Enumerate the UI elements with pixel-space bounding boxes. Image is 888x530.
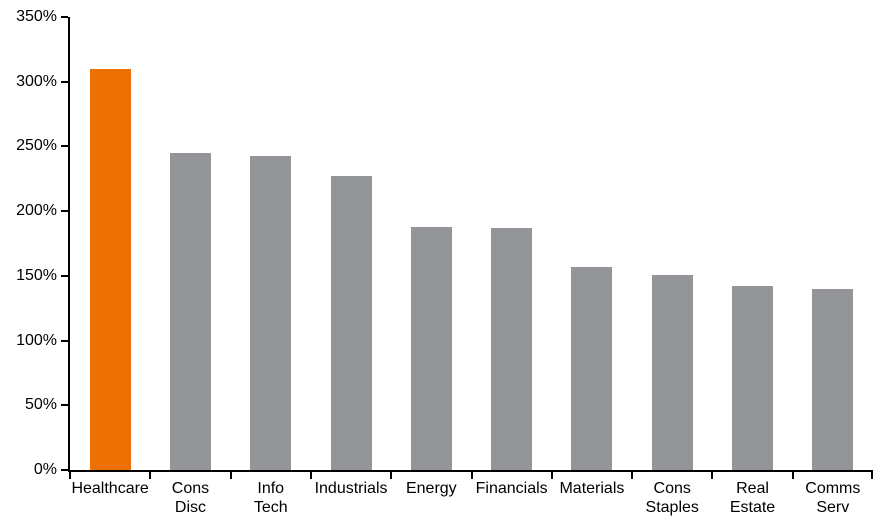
y-axis-label-350pct: 350% xyxy=(16,8,57,25)
x-tick-mark xyxy=(871,470,873,479)
bar-cons-disc xyxy=(169,152,211,470)
bar-materials xyxy=(571,266,613,470)
y-tick-mark xyxy=(61,339,68,342)
x-tick-mark xyxy=(711,470,714,479)
y-axis-label-200pct: 200% xyxy=(16,202,57,220)
y-tick-mark xyxy=(61,274,68,277)
bar-industrials xyxy=(330,176,372,470)
y-axis-label-150pct: 150% xyxy=(16,266,57,284)
plot-area: Healthcare Cons Disc Info Tech Industrials E… xyxy=(16,9,873,516)
bar-real-estate xyxy=(732,286,773,470)
bar-cell-cons-staples: Cons Staples xyxy=(632,17,712,516)
bar-comms-serv xyxy=(812,288,854,470)
x-axis-label-healthcare: Healthcare xyxy=(71,480,149,497)
bar-healthcare xyxy=(89,68,131,470)
bar-cell-materials: Materials xyxy=(552,17,632,497)
y-axis-label-50pct: 50% xyxy=(24,396,57,414)
bar-cell-healthcare: Healthcare xyxy=(70,17,150,497)
x-tick-mark xyxy=(390,470,393,479)
y-axis-label-300pct: 300% xyxy=(16,72,57,90)
x-tick-mark xyxy=(550,470,553,479)
y-tick-mark xyxy=(61,145,68,148)
bar-cons-staples xyxy=(651,274,693,470)
bar-cell-comms-serv: Comms Serv xyxy=(793,17,873,516)
bar-cell-energy: Energy xyxy=(391,17,471,497)
x-tick-mark xyxy=(149,470,152,479)
x-axis-label-materials: Materials xyxy=(559,480,625,497)
x-tick-mark xyxy=(309,470,312,479)
bar-cell-financials: Financials xyxy=(471,17,551,497)
x-axis-label-energy: Energy xyxy=(405,480,457,497)
y-axis-label-100pct: 100% xyxy=(16,331,57,349)
y-axis-label-0pct: 0% xyxy=(33,461,57,478)
x-axis-label-cons-staples: Cons Staples xyxy=(645,480,699,516)
bar-cell-real-estate: Real Estate xyxy=(712,17,792,516)
x-axis-label-info-tech: Info Tech xyxy=(253,480,288,516)
bar-cell-info-tech: Info Tech xyxy=(231,17,311,516)
bar-energy xyxy=(410,226,452,470)
bar-info-tech xyxy=(250,155,292,470)
x-tick-mark xyxy=(229,470,232,479)
bar-financials xyxy=(491,227,533,470)
x-axis-label-cons-disc: Cons Disc xyxy=(171,480,210,516)
x-axis-label-real-estate: Real Estate xyxy=(729,480,776,516)
bar-cell-industrials: Industrials xyxy=(311,17,391,497)
x-tick-mark xyxy=(631,470,634,479)
x-tick-mark xyxy=(470,470,473,479)
x-axis-label-comms-serv: Comms Serv xyxy=(805,480,861,516)
y-tick-mark xyxy=(61,210,68,213)
x-tick-mark xyxy=(69,470,71,479)
y-tick-mark xyxy=(61,404,68,407)
bar-cell-cons-disc: Cons Disc xyxy=(150,17,230,516)
x-axis-label-industrials: Industrials xyxy=(314,480,388,497)
x-axis-label-financials: Financials xyxy=(475,480,548,497)
x-tick-mark xyxy=(791,470,794,479)
y-tick-mark xyxy=(61,80,68,83)
y-tick-mark xyxy=(61,16,68,18)
y-axis-label-250pct: 250% xyxy=(16,137,57,155)
y-tick-mark xyxy=(61,469,68,471)
bars-row: Healthcare Cons Disc Info Tech Industrials E… xyxy=(70,17,873,516)
